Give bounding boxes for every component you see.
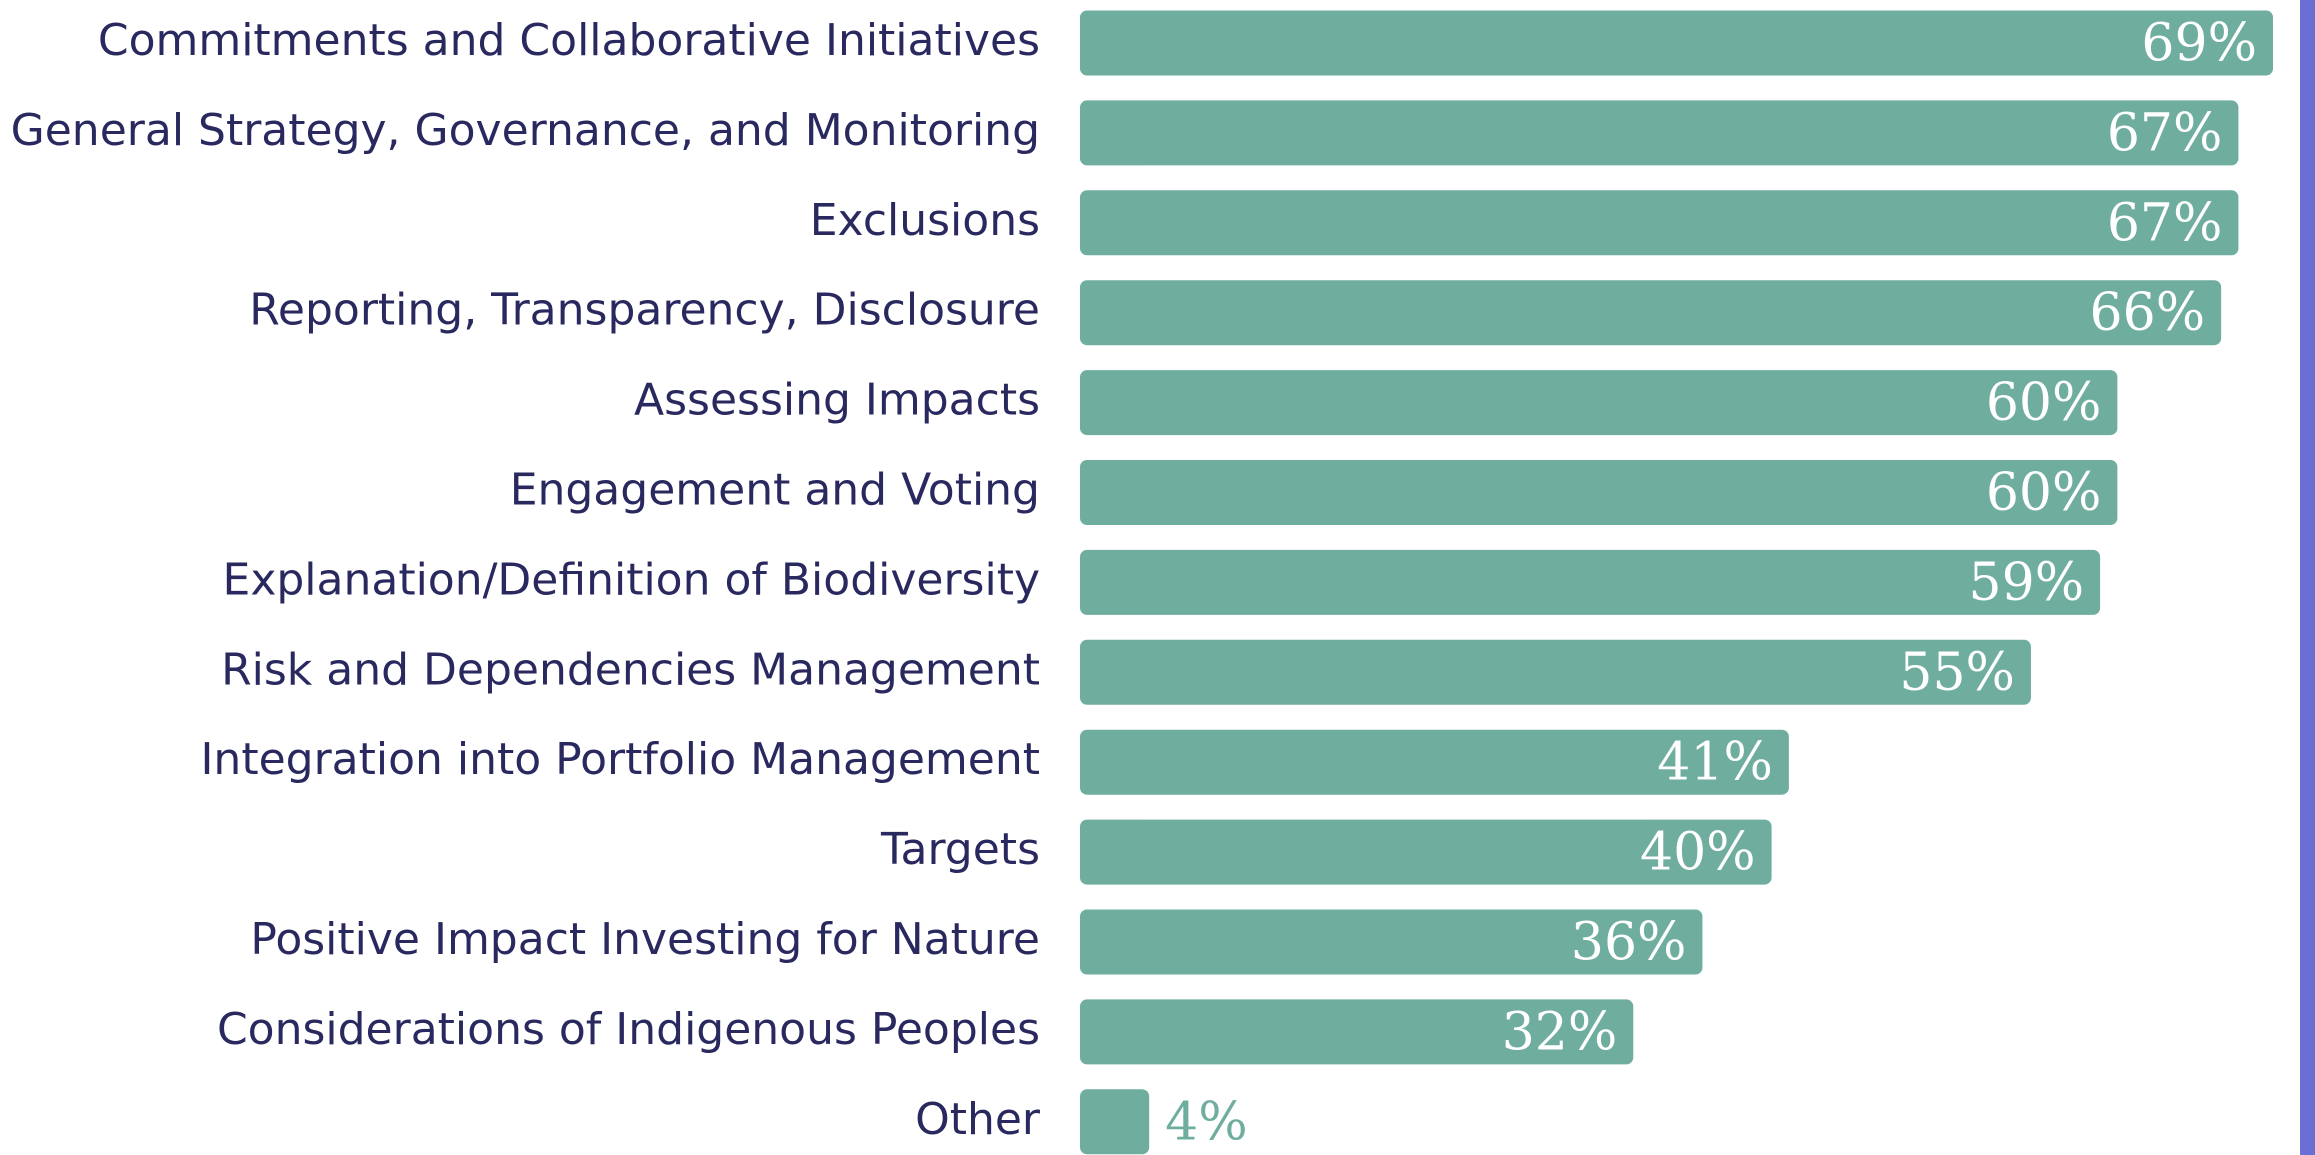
value-label: 55% (1899, 643, 2015, 703)
bar (1080, 999, 1634, 1065)
category-label: Other (915, 1094, 1041, 1145)
bar (1080, 639, 2031, 705)
bar (1080, 909, 1703, 975)
value-label: 66% (2090, 283, 2206, 343)
bar (1080, 1089, 1150, 1155)
value-label: 69% (2141, 14, 2257, 74)
value-label: 32% (1502, 1002, 1618, 1062)
bar (1080, 190, 2239, 256)
value-label: 36% (1571, 913, 1687, 973)
value-label: 60% (1986, 373, 2102, 433)
category-label: General Strategy, Governance, and Monito… (11, 105, 1040, 156)
category-label: Considerations of Indigenous Peoples (217, 1004, 1040, 1055)
category-label: Explanation/Definition of Biodiversity (223, 554, 1040, 605)
bar (1080, 100, 2239, 166)
category-label: Risk and Dependencies Management (221, 644, 1040, 695)
value-label: 41% (1657, 733, 1773, 793)
category-label: Targets (880, 824, 1040, 875)
value-label: 60% (1986, 463, 2102, 523)
category-label: Assessing Impacts (634, 375, 1040, 426)
bar (1080, 819, 1772, 885)
category-label: Commitments and Collaborative Initiative… (98, 15, 1040, 66)
value-label: 40% (1640, 823, 1756, 883)
bar (1080, 460, 2118, 525)
bar (1080, 370, 2118, 436)
category-label: Engagement and Voting (510, 465, 1040, 516)
bar (1080, 549, 2101, 615)
category-label: Integration into Portfolio Management (200, 734, 1040, 785)
bar (1080, 280, 2222, 346)
category-label: Reporting, Transparency, Disclosure (249, 285, 1040, 336)
value-label: 67% (2107, 103, 2223, 163)
bar (1080, 729, 1789, 795)
value-label: 67% (2107, 193, 2223, 253)
value-label: 59% (1969, 553, 2085, 613)
category-label: Positive Impact Investing for Nature (250, 914, 1040, 965)
bar (1080, 10, 2274, 76)
value-label: 4% (1165, 1092, 1248, 1152)
category-label: Exclusions (810, 195, 1040, 246)
side-strip (2300, 0, 2315, 1155)
